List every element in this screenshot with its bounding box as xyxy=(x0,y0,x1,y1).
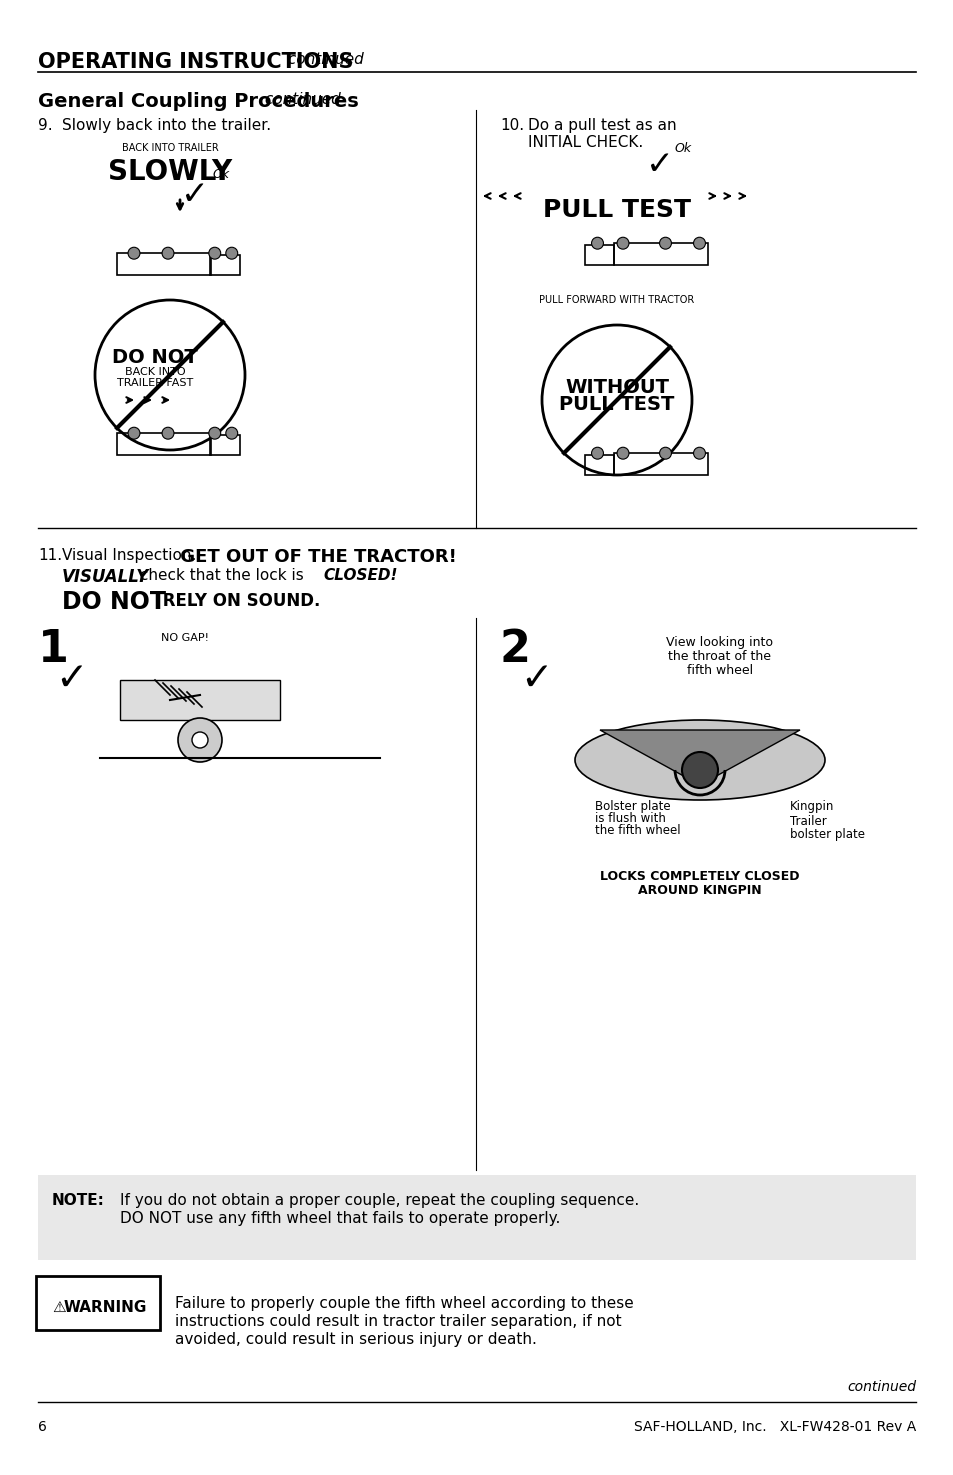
Text: Trailer: Trailer xyxy=(789,816,826,827)
Circle shape xyxy=(659,447,671,459)
Text: fifth wheel: fifth wheel xyxy=(686,664,752,677)
Circle shape xyxy=(162,428,173,440)
Text: Failure to properly couple the fifth wheel according to these: Failure to properly couple the fifth whe… xyxy=(174,1297,633,1311)
Bar xyxy=(614,453,707,475)
Text: BACK INTO TRAILER: BACK INTO TRAILER xyxy=(121,143,218,153)
Text: DO NOT: DO NOT xyxy=(112,348,197,367)
Text: 10.: 10. xyxy=(499,118,523,133)
Text: PULL TEST: PULL TEST xyxy=(542,198,690,223)
Text: 6: 6 xyxy=(38,1420,47,1434)
Text: ✓: ✓ xyxy=(181,178,209,211)
Text: continued: continued xyxy=(260,91,340,108)
Circle shape xyxy=(128,248,140,260)
Text: Visual Inspection.: Visual Inspection. xyxy=(62,549,196,563)
Bar xyxy=(211,435,240,456)
Text: Slowly back into the trailer.: Slowly back into the trailer. xyxy=(62,118,271,133)
Text: ✓: ✓ xyxy=(645,148,673,181)
Text: INITIAL CHECK.: INITIAL CHECK. xyxy=(527,136,642,150)
Circle shape xyxy=(693,237,704,249)
Text: continued: continued xyxy=(283,52,363,66)
Circle shape xyxy=(617,447,628,459)
Circle shape xyxy=(209,248,220,260)
Text: Do a pull test as an: Do a pull test as an xyxy=(527,118,676,133)
Text: the throat of the: the throat of the xyxy=(668,650,771,662)
Circle shape xyxy=(226,248,237,260)
Bar xyxy=(117,254,211,276)
Circle shape xyxy=(178,718,222,763)
Text: PULL TEST: PULL TEST xyxy=(558,395,674,414)
Text: SAF-HOLLAND, Inc.   XL-FW428-01 Rev A: SAF-HOLLAND, Inc. XL-FW428-01 Rev A xyxy=(633,1420,915,1434)
Text: WITHOUT: WITHOUT xyxy=(564,378,668,397)
FancyBboxPatch shape xyxy=(38,1176,915,1260)
Circle shape xyxy=(659,237,671,249)
Bar xyxy=(584,245,614,266)
Text: ✓: ✓ xyxy=(519,659,552,698)
Text: 9.: 9. xyxy=(38,118,52,133)
Text: check that the lock is: check that the lock is xyxy=(135,568,309,583)
Text: OPERATING INSTRUCTIONS: OPERATING INSTRUCTIONS xyxy=(38,52,354,72)
Circle shape xyxy=(192,732,208,748)
Text: the fifth wheel: the fifth wheel xyxy=(595,825,679,836)
Circle shape xyxy=(226,428,237,440)
Text: TRAILER FAST: TRAILER FAST xyxy=(117,378,193,388)
Text: DO NOT use any fifth wheel that fails to operate properly.: DO NOT use any fifth wheel that fails to… xyxy=(120,1211,559,1226)
Text: WARNING: WARNING xyxy=(64,1299,147,1316)
Text: Ok: Ok xyxy=(675,142,691,155)
Text: Bolster plate: Bolster plate xyxy=(595,799,670,813)
Text: 11.: 11. xyxy=(38,549,62,563)
Circle shape xyxy=(681,752,718,788)
Circle shape xyxy=(591,447,603,459)
Text: BACK INTO: BACK INTO xyxy=(125,367,185,378)
Text: View looking into: View looking into xyxy=(666,636,773,649)
Circle shape xyxy=(591,237,603,249)
Text: Ok: Ok xyxy=(213,168,230,181)
Text: If you do not obtain a proper couple, repeat the coupling sequence.: If you do not obtain a proper couple, re… xyxy=(120,1193,639,1208)
Circle shape xyxy=(617,237,628,249)
Text: ✓: ✓ xyxy=(55,659,88,698)
Text: Kingpin: Kingpin xyxy=(789,799,834,813)
Text: CLOSED!: CLOSED! xyxy=(323,568,397,583)
Text: SLOWLY: SLOWLY xyxy=(108,158,232,186)
Text: General Coupling Procedures: General Coupling Procedures xyxy=(38,91,358,111)
Circle shape xyxy=(209,428,220,440)
Text: avoided, could result in serious injury or death.: avoided, could result in serious injury … xyxy=(174,1332,537,1347)
Text: continued: continued xyxy=(846,1381,915,1394)
Bar xyxy=(117,434,211,456)
Text: GET OUT OF THE TRACTOR!: GET OUT OF THE TRACTOR! xyxy=(173,549,456,566)
Circle shape xyxy=(162,248,173,260)
Text: 1: 1 xyxy=(38,628,69,671)
Circle shape xyxy=(693,447,704,459)
Bar xyxy=(614,243,707,266)
Text: 2: 2 xyxy=(499,628,531,671)
Bar xyxy=(584,454,614,475)
Text: VISUALLY: VISUALLY xyxy=(62,568,149,586)
Text: PULL FORWARD WITH TRACTOR: PULL FORWARD WITH TRACTOR xyxy=(538,295,694,305)
Bar xyxy=(120,680,280,720)
Text: LOCKS COMPLETELY CLOSED: LOCKS COMPLETELY CLOSED xyxy=(599,870,799,884)
Polygon shape xyxy=(599,730,800,785)
Text: NO GAP!: NO GAP! xyxy=(161,633,209,643)
Bar xyxy=(211,255,240,276)
Text: is flush with: is flush with xyxy=(595,813,665,825)
Text: ⚠: ⚠ xyxy=(52,1299,66,1316)
Circle shape xyxy=(128,428,140,440)
Text: NOTE:: NOTE: xyxy=(52,1193,105,1208)
Text: AROUND KINGPIN: AROUND KINGPIN xyxy=(638,884,761,897)
Ellipse shape xyxy=(575,720,824,799)
Text: DO NOT: DO NOT xyxy=(62,590,166,614)
Text: bolster plate: bolster plate xyxy=(789,827,864,841)
Text: RELY ON SOUND.: RELY ON SOUND. xyxy=(157,591,320,611)
Text: instructions could result in tractor trailer separation, if not: instructions could result in tractor tra… xyxy=(174,1314,621,1329)
